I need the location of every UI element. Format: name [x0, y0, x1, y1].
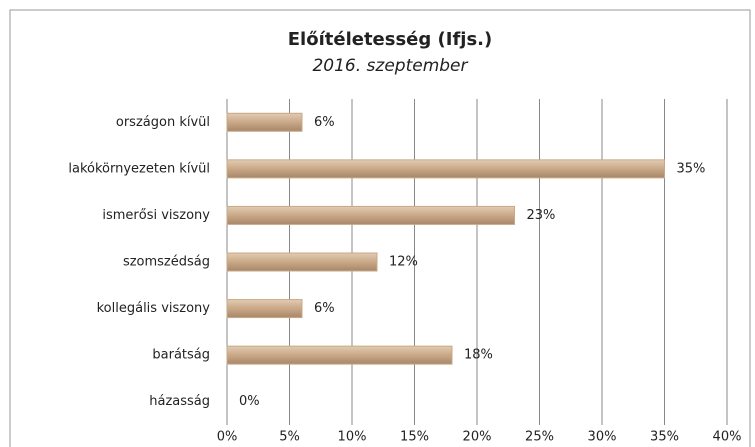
y-tick-label: szomszédság: [123, 255, 210, 270]
x-tick-label: 30%: [588, 430, 617, 445]
chart-subtitle: 2016. szeptember: [312, 56, 468, 76]
bar: [226, 252, 378, 272]
value-label: 6%: [314, 301, 335, 316]
chart-frame: [9, 9, 751, 447]
x-tick-label: 40%: [713, 430, 742, 445]
bar: [226, 345, 453, 365]
x-tick-label: 5%: [279, 430, 300, 445]
y-tick-label: lakókörnyezeten kívül: [68, 161, 210, 176]
x-tick-label: 20%: [463, 430, 492, 445]
value-label: 23%: [527, 208, 556, 223]
x-tick-label: 10%: [338, 430, 367, 445]
value-label: 6%: [314, 115, 335, 130]
bar: [226, 112, 303, 132]
x-tick-label: 25%: [525, 430, 554, 445]
x-tick-label: 0%: [217, 430, 238, 445]
y-tick-label: barátság: [152, 348, 210, 363]
bar: [226, 299, 303, 319]
y-tick-label: ismerősi viszony: [102, 208, 210, 223]
value-label: 0%: [239, 394, 260, 409]
bar: [226, 205, 515, 225]
y-tick-label: kollegális viszony: [97, 301, 211, 316]
y-tick-label: országon kívül: [116, 115, 210, 130]
x-tick-label: 35%: [650, 430, 679, 445]
value-label: 12%: [389, 255, 418, 270]
bar: [226, 159, 665, 179]
value-label: 18%: [464, 348, 493, 363]
chart-title: Előítéletesség (Ifjs.): [288, 29, 493, 50]
y-tick-label: házasság: [149, 394, 210, 409]
x-tick-label: 15%: [400, 430, 429, 445]
value-label: 35%: [677, 161, 706, 176]
